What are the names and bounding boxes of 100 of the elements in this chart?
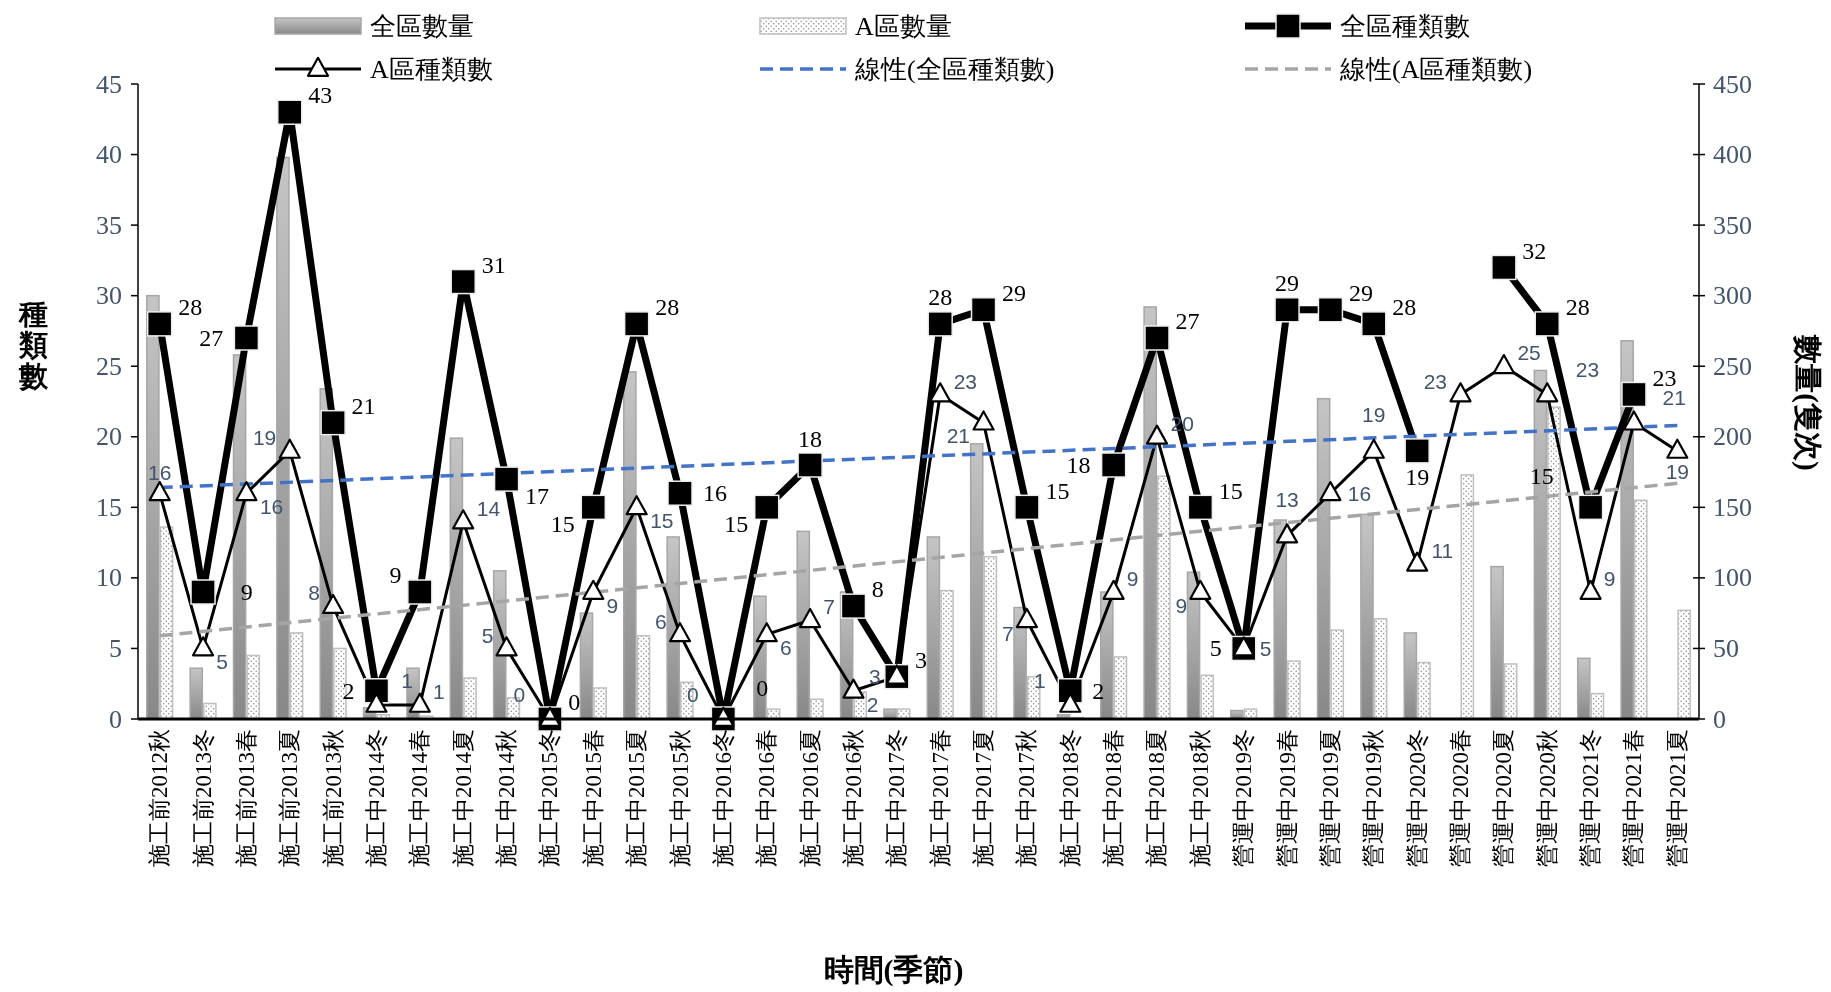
x-tick-label: 營運中2019春 bbox=[1274, 729, 1300, 867]
data-label: 15 bbox=[1218, 477, 1243, 504]
data-label: 23 bbox=[1423, 369, 1448, 393]
data-label: 32 bbox=[1522, 237, 1547, 264]
data-label: 2 bbox=[342, 677, 355, 704]
x-tick-label: 施工中2018夏 bbox=[1144, 729, 1170, 867]
y2-tick-label: 100 bbox=[1713, 563, 1752, 593]
x-tick-label: 營運中2020秋 bbox=[1534, 729, 1560, 867]
data-label: 15 bbox=[724, 511, 749, 538]
y2-tick-label: 300 bbox=[1713, 281, 1752, 311]
y-tick-label: 5 bbox=[109, 633, 122, 663]
data-label: 17 bbox=[525, 482, 550, 509]
y2-tick-label: 250 bbox=[1713, 351, 1752, 381]
data-label: 5 bbox=[1259, 636, 1272, 660]
data-label: 3 bbox=[915, 646, 928, 673]
x-tick-label: 施工中2018春 bbox=[1101, 729, 1127, 867]
y2-tick-label: 350 bbox=[1713, 210, 1752, 240]
x-tick-label: 施工前2013秋 bbox=[320, 729, 346, 867]
y-tick-label: 40 bbox=[96, 140, 122, 170]
x-tick-label: 營運中2019秋 bbox=[1361, 729, 1387, 867]
data-label: 9 bbox=[1175, 593, 1188, 617]
data-label: 7 bbox=[823, 595, 836, 619]
data-label: 13 bbox=[1275, 487, 1299, 511]
data-label: 5 bbox=[481, 623, 494, 647]
x-tick-label: 施工中2017秋 bbox=[1014, 729, 1040, 867]
y2-tick-label: 150 bbox=[1713, 492, 1752, 522]
data-label: 28 bbox=[1565, 294, 1590, 321]
x-tick-label: 施工前2012秋 bbox=[147, 729, 173, 867]
x-tick-label: 施工中2017春 bbox=[927, 729, 953, 867]
data-label: 6 bbox=[779, 636, 792, 660]
data-label: 9 bbox=[606, 593, 619, 617]
data-label: 0 bbox=[513, 682, 526, 706]
x-tick-label: 施工中2014冬 bbox=[363, 729, 389, 867]
x-tick-label: 施工中2018秋 bbox=[1187, 729, 1213, 867]
data-label: 29 bbox=[1275, 270, 1300, 297]
y-tick-label: 15 bbox=[96, 492, 122, 522]
data-label: 15 bbox=[650, 509, 674, 533]
x-tick-label: 施工中2017夏 bbox=[971, 729, 997, 867]
y-tick-label: 30 bbox=[96, 281, 122, 311]
data-label: 1 bbox=[1033, 668, 1046, 692]
data-label: 5 bbox=[1209, 635, 1222, 662]
x-tick-label: 營運中2021夏 bbox=[1664, 729, 1690, 867]
data-label: 29 bbox=[1002, 279, 1027, 306]
y-tick-label: 20 bbox=[96, 422, 122, 452]
legend-label: 全區數量 bbox=[370, 11, 474, 41]
data-label: 2 bbox=[1092, 677, 1105, 704]
data-label: 28 bbox=[655, 294, 680, 321]
data-label: 31 bbox=[481, 251, 506, 278]
x-tick-label: 施工中2015冬 bbox=[537, 729, 563, 867]
data-label: 23 bbox=[953, 369, 978, 393]
legend-label: 線性(A區種類數) bbox=[1339, 54, 1533, 84]
x-tick-label: 施工中2014秋 bbox=[494, 729, 520, 867]
x-tick-label: 施工中2016夏 bbox=[797, 729, 823, 867]
legend-label: 全區種類數 bbox=[1340, 11, 1470, 41]
x-tick-label: 營運中2020夏 bbox=[1491, 729, 1517, 867]
y-axis-title: 種類數 bbox=[17, 298, 49, 392]
x-tick-label: 施工中2015春 bbox=[580, 729, 606, 867]
data-label: 16 bbox=[148, 460, 172, 484]
x-tick-label: 施工前2013冬 bbox=[190, 729, 216, 867]
data-label: 15 bbox=[1045, 477, 1070, 504]
x-tick-label: 施工中2016冬 bbox=[710, 729, 736, 867]
data-label: 18 bbox=[798, 425, 823, 452]
x-tick-label: 施工前2013春 bbox=[233, 729, 259, 867]
data-label: 16 bbox=[1347, 481, 1372, 505]
data-label: 28 bbox=[1392, 294, 1417, 321]
x-tick-label: 營運中2019夏 bbox=[1317, 729, 1343, 867]
x-tick-label: 施工中2015秋 bbox=[667, 729, 693, 867]
data-label: 19 bbox=[1362, 403, 1386, 427]
legend-label: A區種類數 bbox=[370, 54, 493, 84]
data-label: 25 bbox=[1517, 341, 1541, 365]
x-tick-label: 營運中2020冬 bbox=[1404, 729, 1430, 867]
data-label: 16 bbox=[703, 480, 728, 507]
data-label: 9 bbox=[389, 562, 402, 589]
x-axis-title: 時間(季節) bbox=[823, 952, 964, 987]
data-label: 8 bbox=[308, 581, 320, 605]
data-label: 21 bbox=[946, 424, 971, 448]
data-label: 2 bbox=[866, 692, 879, 716]
data-label: 19 bbox=[1665, 460, 1689, 484]
x-tick-label: 施工中2014春 bbox=[407, 729, 433, 867]
y2-tick-label: 200 bbox=[1713, 422, 1752, 452]
data-label: 21 bbox=[351, 392, 376, 419]
data-label: 18 bbox=[1066, 452, 1091, 478]
data-label: 0 bbox=[686, 682, 699, 706]
x-tick-label: 施工中2014夏 bbox=[450, 729, 476, 867]
legend-label: 線性(全區種類數) bbox=[854, 54, 1055, 84]
data-label: 28 bbox=[928, 284, 953, 311]
data-label: 11 bbox=[1431, 538, 1454, 562]
x-tick-label: 營運中2021冬 bbox=[1578, 729, 1604, 867]
data-label: 0 bbox=[568, 689, 581, 716]
y2-axis-title: 數量(隻次) bbox=[1791, 334, 1824, 471]
x-tick-label: 營運中2020春 bbox=[1448, 729, 1474, 867]
y2-tick-label: 400 bbox=[1713, 140, 1752, 170]
data-label: 9 bbox=[1126, 567, 1139, 591]
data-label: 7 bbox=[1001, 622, 1014, 646]
y-tick-label: 10 bbox=[96, 563, 122, 593]
x-tick-label: 施工中2015夏 bbox=[624, 729, 650, 867]
data-label: 16 bbox=[259, 495, 284, 519]
data-label: 19 bbox=[1405, 464, 1430, 491]
y-tick-label: 25 bbox=[96, 351, 122, 381]
y-tick-label: 45 bbox=[96, 69, 122, 99]
